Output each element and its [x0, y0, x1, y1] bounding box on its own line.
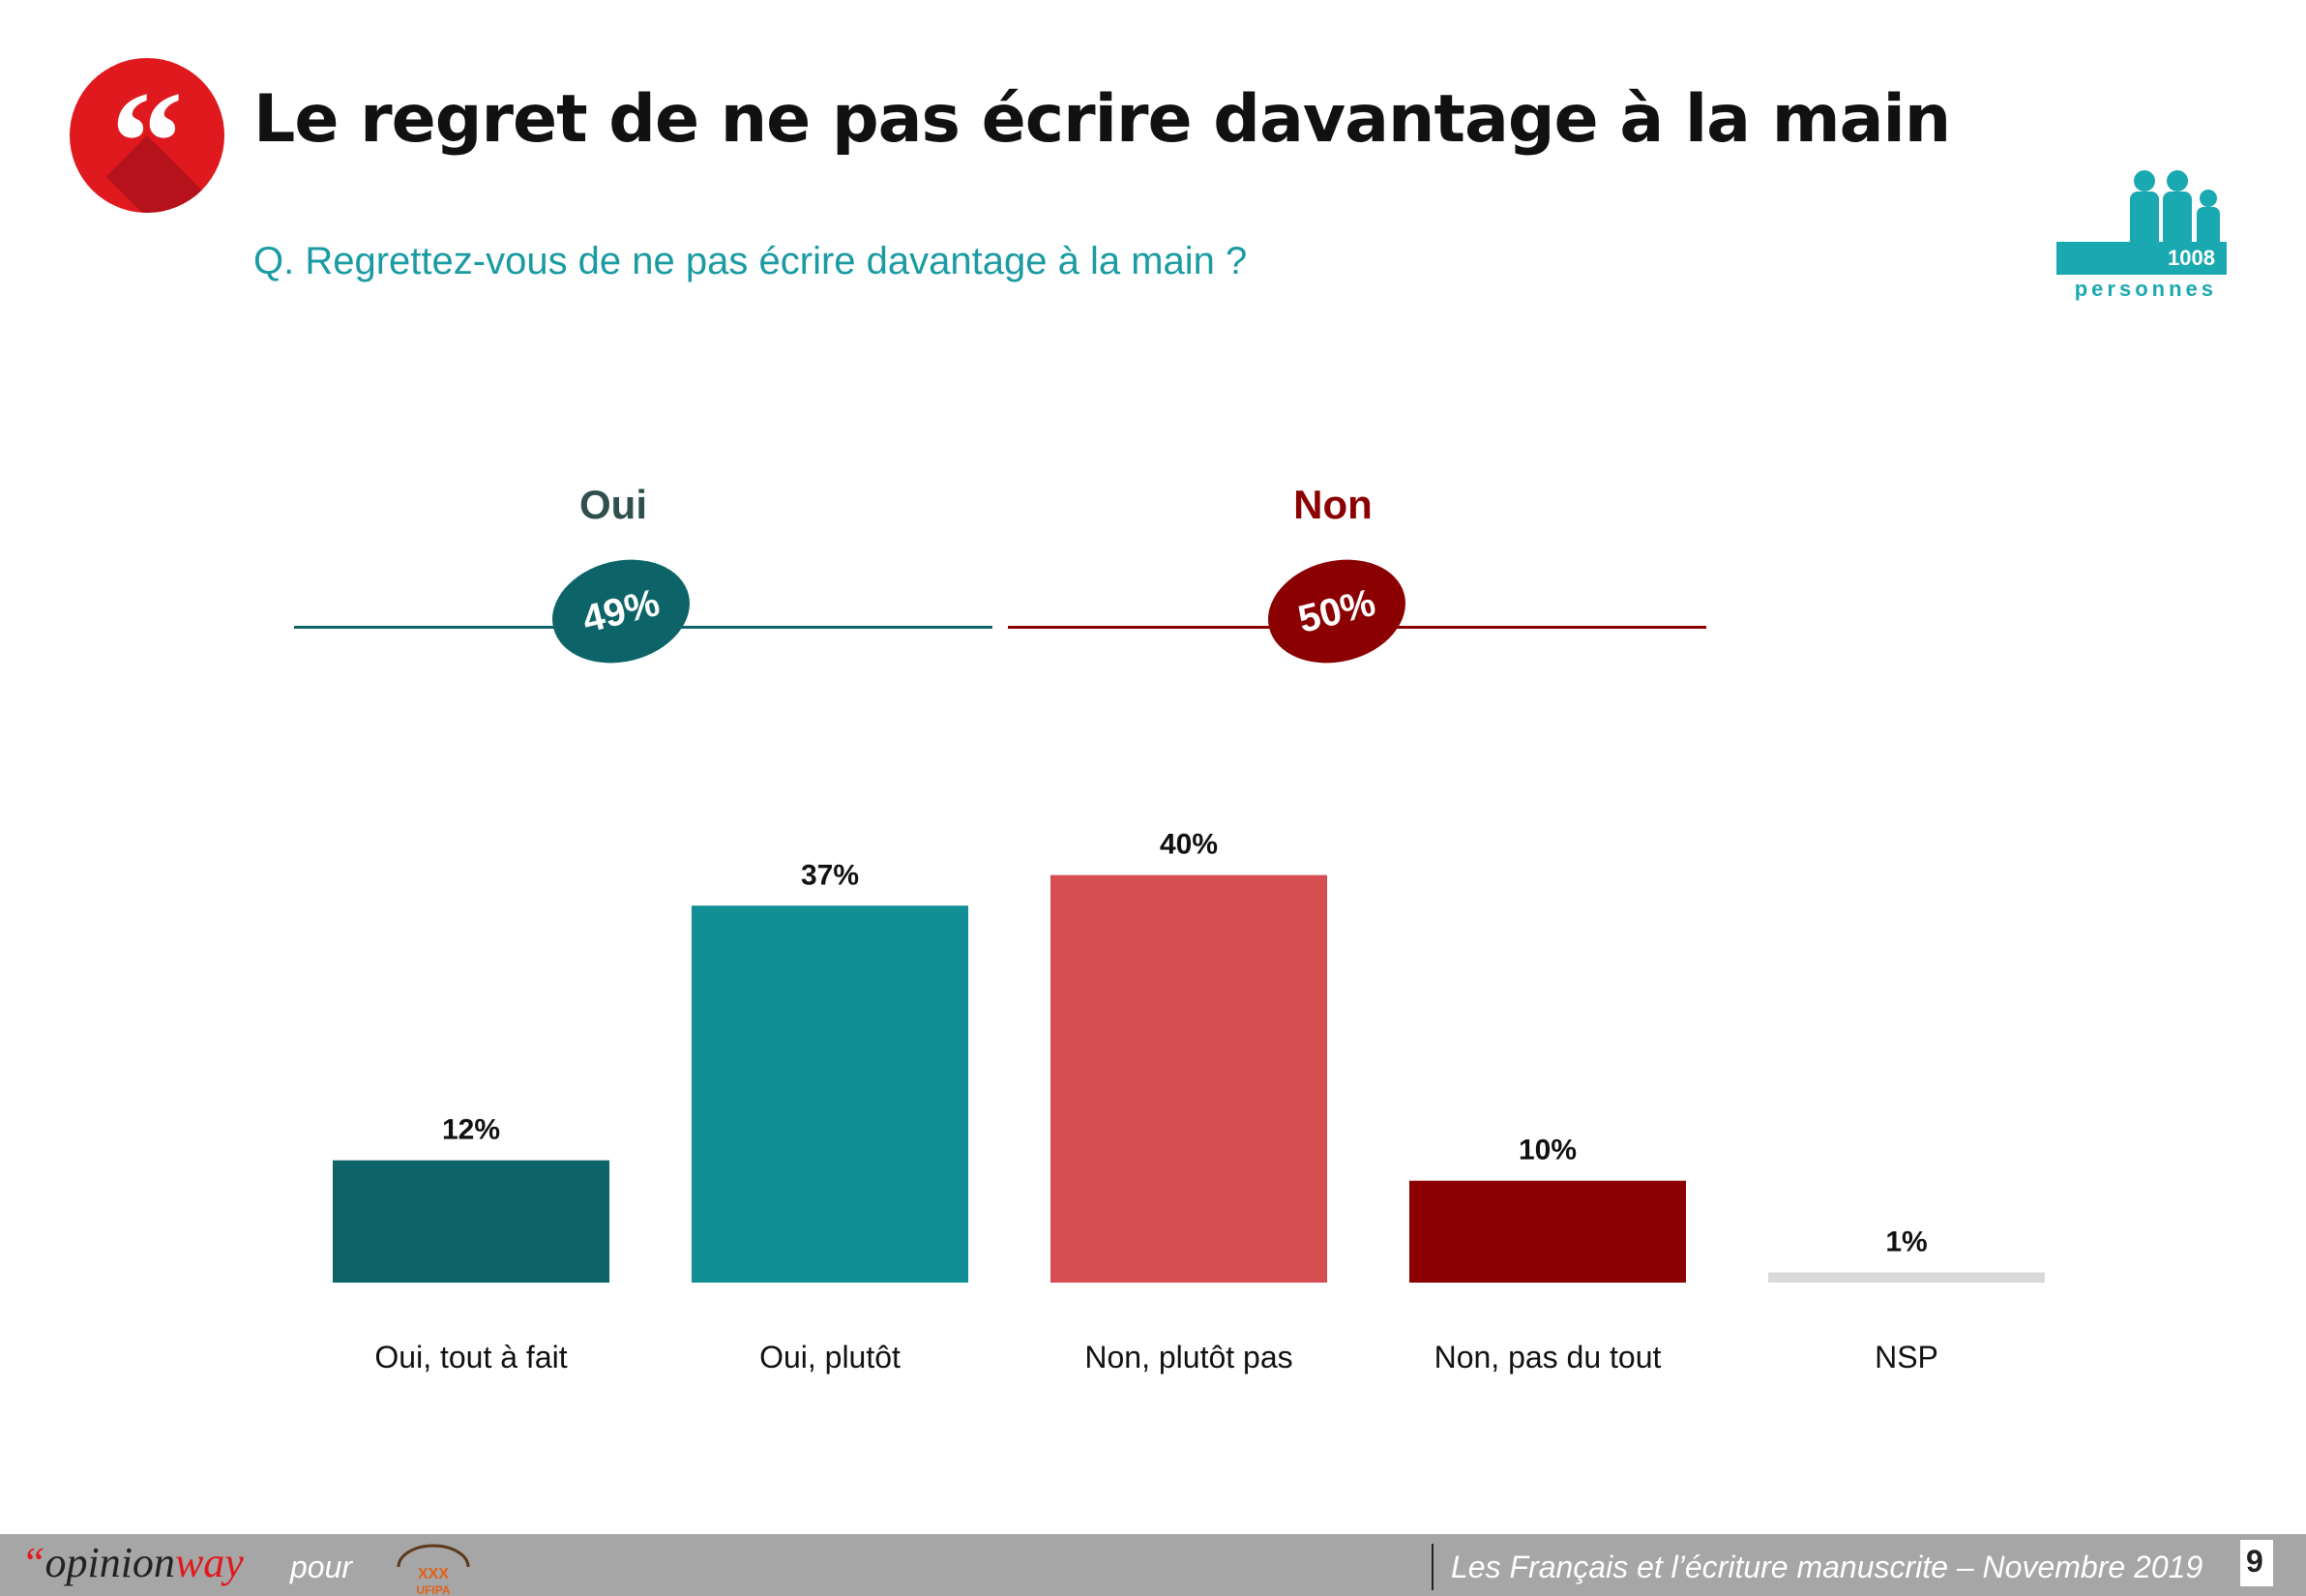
svg-text:UFIPA: UFIPA — [416, 1583, 450, 1596]
data-label-1: 37% — [801, 859, 859, 891]
opinionway-logo: “opinionway — [21, 1538, 244, 1587]
group-label-non: Non — [1293, 482, 1373, 527]
data-label-2: 40% — [1160, 829, 1218, 861]
sample-unit: personnes — [2074, 277, 2217, 301]
page-title: Le regret de ne pas écrire davantage à l… — [253, 81, 1951, 158]
brand-part-b: way — [174, 1539, 244, 1586]
category-label-3: Non, pas du tout — [1434, 1340, 1662, 1374]
data-label-3: 10% — [1519, 1135, 1577, 1167]
quote-glyph: “ — [110, 62, 184, 213]
sample-size-badge: 1008 personnes — [2056, 170, 2227, 306]
footer-bar: “opinionway pour XXX UFIPA Les Français … — [0, 1534, 2306, 1596]
category-label-0: Oui, tout à fait — [374, 1340, 567, 1374]
survey-question: Q. Regrettez-vous de ne pas écrire davan… — [253, 240, 1248, 282]
page-number: 9 — [2246, 1544, 2263, 1579]
footer-pour: pour — [290, 1550, 353, 1584]
group-total-non: 50% — [1256, 546, 1417, 677]
bar-0 — [333, 1160, 609, 1283]
data-label-4: 1% — [1885, 1226, 1927, 1257]
category-label-2: Non, plutôt pas — [1084, 1340, 1292, 1374]
footer-separator — [1432, 1544, 1434, 1590]
bar-3 — [1409, 1180, 1686, 1283]
data-label-0: 12% — [442, 1114, 500, 1146]
sample-count: 1008 — [2056, 242, 2227, 275]
ufipa-logo: XXX UFIPA — [397, 1544, 470, 1596]
brand-quote: “ — [21, 1539, 45, 1586]
svg-text:XXX: XXX — [418, 1566, 449, 1582]
brand-part-a: opinion — [44, 1539, 175, 1586]
bar-2 — [1050, 874, 1327, 1283]
group-total-oui: 49% — [541, 546, 701, 677]
quote-badge-icon: “ — [70, 58, 224, 213]
footer-caption: Les Français et l’écriture manuscrite – … — [1451, 1550, 2203, 1584]
bar-1 — [692, 905, 968, 1283]
group-label-oui: Oui — [579, 482, 647, 527]
category-label-1: Oui, plutôt — [759, 1340, 901, 1374]
category-label-4: NSP — [1875, 1340, 1938, 1374]
page-number-box — [2240, 1540, 2273, 1586]
bar-chart: 12% Oui, tout à fait 37% Oui, plutôt 40% Non,… — [333, 829, 2045, 1374]
bar-4 — [1768, 1272, 2045, 1283]
